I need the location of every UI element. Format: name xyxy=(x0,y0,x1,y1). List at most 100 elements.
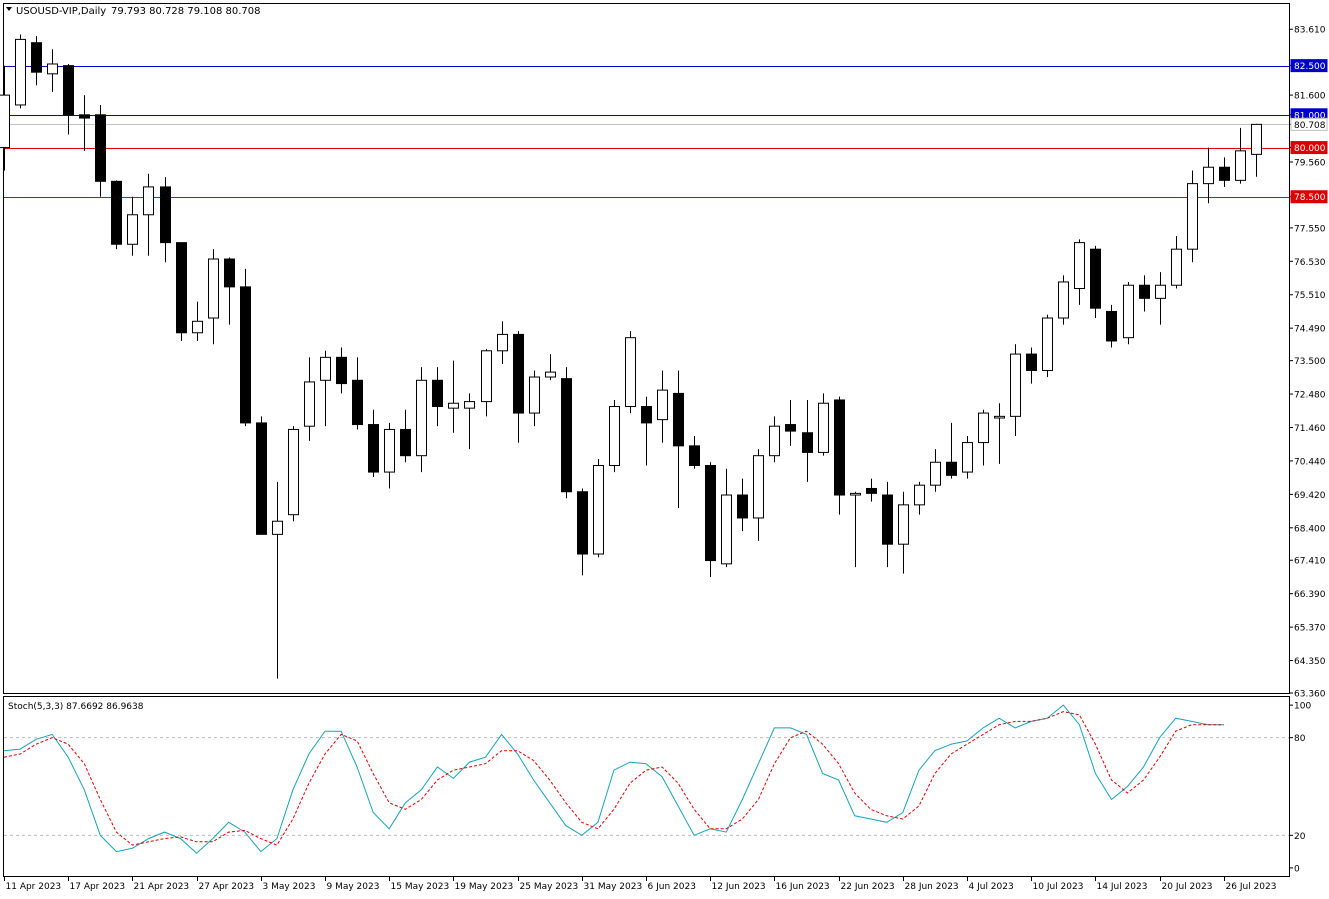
candle-bearish[interactable] xyxy=(1106,310,1117,342)
candle-bullish[interactable] xyxy=(1155,284,1166,299)
price-tick-label: 76.530 xyxy=(1294,258,1326,268)
stoch-label: Stoch(5,3,3) 87.6692 86.9638 xyxy=(8,702,144,712)
candle-bullish[interactable] xyxy=(464,401,475,409)
candle-bullish[interactable] xyxy=(1235,150,1246,181)
candle-bearish[interactable] xyxy=(240,286,251,424)
price-tick-label: 70.440 xyxy=(1294,457,1326,467)
candle-bullish[interactable] xyxy=(529,376,540,414)
candle-bullish[interactable] xyxy=(208,258,219,319)
candle-bullish[interactable] xyxy=(1203,166,1214,185)
candle-bullish[interactable] xyxy=(416,379,427,457)
candle-bearish[interactable] xyxy=(368,424,379,473)
candle-bearish[interactable] xyxy=(111,180,122,245)
candle-bearish[interactable] xyxy=(95,114,106,182)
candle-bearish[interactable] xyxy=(513,333,524,414)
candle-bearish[interactable] xyxy=(689,445,700,467)
time-tick-label: 10 Jul 2023 xyxy=(1033,882,1084,892)
candle-bullish[interactable] xyxy=(545,371,556,378)
time-tick-label: 4 Jul 2023 xyxy=(969,882,1014,892)
candle-bearish[interactable] xyxy=(802,432,813,453)
candle-bullish[interactable] xyxy=(625,337,636,408)
candle-bullish[interactable] xyxy=(384,428,395,473)
candle-bearish[interactable] xyxy=(1090,248,1101,309)
time-tick-label: 21 Apr 2023 xyxy=(134,882,190,892)
candle-bearish[interactable] xyxy=(737,494,748,519)
candle-bullish[interactable] xyxy=(0,94,10,149)
candle-bullish[interactable] xyxy=(1010,353,1021,417)
candle-bearish[interactable] xyxy=(834,399,845,496)
candle-bullish[interactable] xyxy=(1251,123,1262,155)
candle-bullish[interactable] xyxy=(657,389,668,421)
candle-bullish[interactable] xyxy=(898,504,909,545)
candle-bullish[interactable] xyxy=(753,455,764,519)
candle-bullish[interactable] xyxy=(1187,183,1198,250)
candle-bearish[interactable] xyxy=(63,65,74,116)
candle-bearish[interactable] xyxy=(705,465,716,562)
candle-bearish[interactable] xyxy=(31,42,42,73)
candle-bearish[interactable] xyxy=(400,428,411,457)
stoch-tick-label: 80 xyxy=(1294,734,1306,744)
candle-bearish[interactable] xyxy=(866,487,877,494)
candle-bullish[interactable] xyxy=(914,484,925,506)
candle-bearish[interactable] xyxy=(224,258,235,288)
candle-bearish[interactable] xyxy=(577,491,588,555)
time-tick-label: 22 Jun 2023 xyxy=(841,882,895,892)
candle-bullish[interactable] xyxy=(1074,242,1085,290)
price-tick-label: 69.420 xyxy=(1294,491,1326,501)
candle-bullish[interactable] xyxy=(143,186,154,216)
candle-bearish[interactable] xyxy=(641,406,652,424)
candle-bullish[interactable] xyxy=(1171,248,1182,286)
candle-bullish[interactable] xyxy=(448,402,459,409)
candle-bullish[interactable] xyxy=(272,520,283,535)
price-tag-label: 78.500 xyxy=(1294,193,1326,203)
candle-bullish[interactable] xyxy=(818,402,829,453)
candle-bearish[interactable] xyxy=(882,494,893,545)
candle-bearish[interactable] xyxy=(785,424,796,432)
price-tag-label: 80.000 xyxy=(1294,144,1326,154)
price-tick-label: 65.370 xyxy=(1294,624,1326,634)
stoch-panel-frame xyxy=(3,696,1290,877)
candle-bearish[interactable] xyxy=(176,242,187,334)
stoch-tick-label: 0 xyxy=(1294,864,1300,874)
dropdown-triangle-icon[interactable] xyxy=(6,7,12,11)
candle-bullish[interactable] xyxy=(609,406,620,467)
candle-bullish[interactable] xyxy=(47,63,58,75)
candle-bullish[interactable] xyxy=(320,356,331,381)
time-tick-label: 15 May 2023 xyxy=(391,882,450,892)
candle-bearish[interactable] xyxy=(160,186,171,244)
candle-bearish[interactable] xyxy=(256,422,267,535)
candle-bullish[interactable] xyxy=(127,214,138,245)
candle-bullish[interactable] xyxy=(15,38,26,106)
candle-bullish[interactable] xyxy=(962,442,973,473)
candle-bullish[interactable] xyxy=(481,350,492,403)
candle-bullish[interactable] xyxy=(930,461,941,486)
price-tick-label: 63.360 xyxy=(1294,690,1326,700)
candle-bearish[interactable] xyxy=(673,392,684,447)
candle-bullish[interactable] xyxy=(593,465,604,555)
candle-bearish[interactable] xyxy=(352,379,363,426)
candle-bearish[interactable] xyxy=(561,378,572,493)
candle-bearish[interactable] xyxy=(1219,166,1230,181)
candle-bullish[interactable] xyxy=(850,492,861,496)
candle-bullish[interactable] xyxy=(497,333,508,352)
candle-bullish[interactable] xyxy=(769,425,780,457)
candle-bullish[interactable] xyxy=(1058,281,1069,319)
price-tick-label: 64.350 xyxy=(1294,657,1326,667)
candle-bullish[interactable] xyxy=(721,494,732,565)
candle-bearish[interactable] xyxy=(432,379,443,408)
candle-bullish[interactable] xyxy=(994,415,1005,419)
candle-bullish[interactable] xyxy=(1123,284,1134,339)
candle-bearish[interactable] xyxy=(79,114,90,119)
time-tick-label: 25 May 2023 xyxy=(520,882,579,892)
candle-bearish[interactable] xyxy=(946,461,957,476)
candle-bullish[interactable] xyxy=(192,320,203,334)
candle-bullish[interactable] xyxy=(304,381,315,427)
candle-bullish[interactable] xyxy=(978,412,989,444)
candle-bullish[interactable] xyxy=(1042,317,1053,371)
candle-bearish[interactable] xyxy=(1139,284,1150,299)
candle-bullish[interactable] xyxy=(288,428,299,516)
candle-bearish[interactable] xyxy=(336,356,347,385)
candle-bearish[interactable] xyxy=(1026,353,1037,371)
